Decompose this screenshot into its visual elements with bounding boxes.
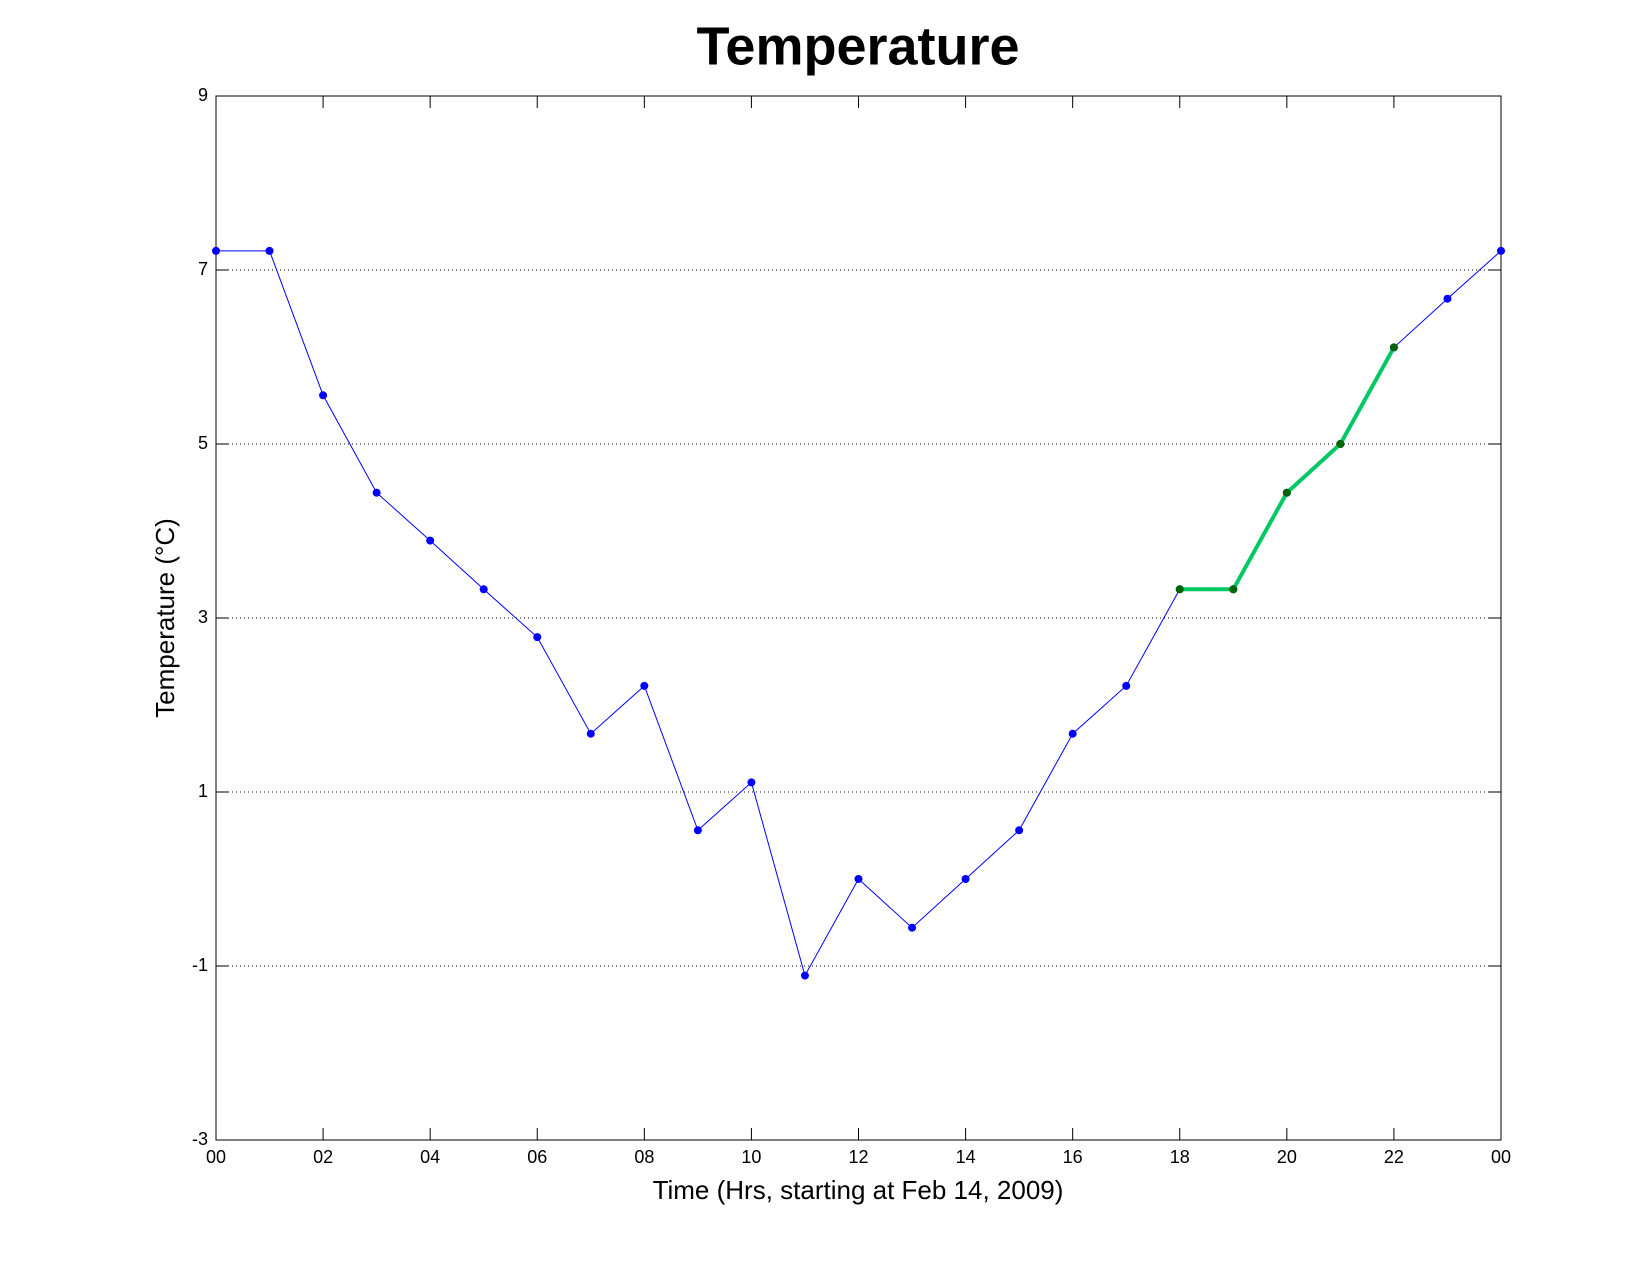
y-tick-label: 5 xyxy=(198,433,208,453)
y-tick-label: -1 xyxy=(192,955,208,975)
data-point xyxy=(747,778,756,787)
y-tick-label: 1 xyxy=(198,781,208,801)
x-tick-label: 06 xyxy=(527,1147,547,1167)
data-point xyxy=(640,681,649,690)
x-tick-label: 12 xyxy=(848,1147,868,1167)
data-point xyxy=(533,633,542,642)
x-axis-label: Time (Hrs, starting at Feb 14, 2009) xyxy=(653,1175,1064,1205)
y-tick-label: 7 xyxy=(198,259,208,279)
plot-frame xyxy=(215,95,1502,1141)
data-point xyxy=(800,971,809,980)
x-tick-label: 02 xyxy=(313,1147,333,1167)
data-point xyxy=(212,246,220,255)
data-point xyxy=(854,875,863,883)
data-point xyxy=(1229,585,1238,594)
x-tick-label: 10 xyxy=(741,1147,761,1167)
x-tick-label: 18 xyxy=(1170,1147,1190,1167)
data-point xyxy=(1015,826,1024,835)
x-tick-label: 00 xyxy=(206,1147,226,1167)
data-point xyxy=(586,729,595,738)
y-tick-label: 3 xyxy=(198,607,208,627)
data-point xyxy=(426,536,435,545)
data-point xyxy=(372,488,381,497)
x-tick-label: 04 xyxy=(420,1147,440,1167)
x-tick-label: 14 xyxy=(956,1147,976,1167)
data-point xyxy=(908,923,917,932)
data-point xyxy=(1389,343,1398,352)
data-point xyxy=(1336,440,1345,448)
data-point xyxy=(1122,681,1131,690)
data-point xyxy=(693,826,702,835)
data-point xyxy=(1443,294,1452,303)
chart-title: Temperature xyxy=(696,16,1019,76)
y-tick-label: -3 xyxy=(192,1129,208,1149)
y-axis-label: Temperature (°C) xyxy=(150,518,180,718)
x-tick-label: 16 xyxy=(1063,1147,1083,1167)
data-point xyxy=(319,391,328,400)
data-point xyxy=(265,246,274,255)
data-point xyxy=(1282,488,1291,497)
x-tick-label: 00 xyxy=(1491,1147,1511,1167)
data-point xyxy=(1497,246,1505,255)
data-point xyxy=(1175,585,1184,594)
data-point xyxy=(479,585,488,594)
x-tick-label: 20 xyxy=(1277,1147,1297,1167)
data-point xyxy=(1068,729,1077,738)
data-point xyxy=(961,875,970,883)
x-tick-label: 22 xyxy=(1384,1147,1404,1167)
x-tick-label: 08 xyxy=(634,1147,654,1167)
y-tick-label: 9 xyxy=(198,85,208,105)
